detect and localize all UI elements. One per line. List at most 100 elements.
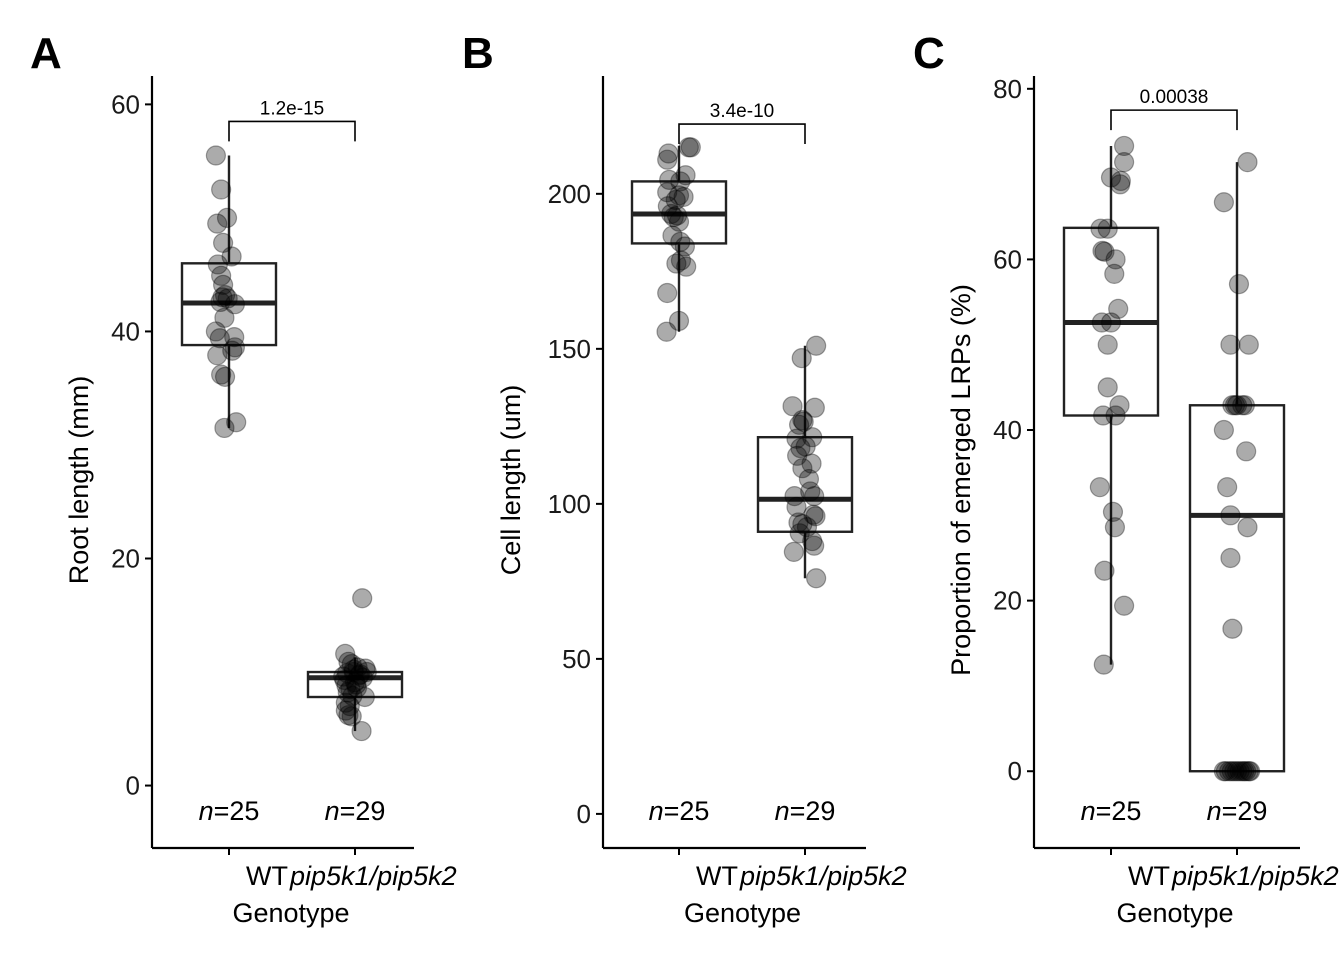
data-point: [207, 213, 228, 234]
data-point: [213, 274, 234, 295]
data-point: [1234, 395, 1255, 416]
data-point: [1092, 240, 1113, 261]
data-point: [1213, 761, 1234, 782]
y-tick-label: 80: [993, 74, 1022, 104]
data-point: [339, 695, 360, 717]
data-point: [805, 506, 826, 527]
data-point: [1221, 761, 1242, 782]
data-point: [666, 205, 688, 226]
data-point: [1219, 761, 1240, 782]
data-point: [1213, 419, 1234, 441]
data-point: [1237, 517, 1258, 538]
data-point: [806, 568, 827, 589]
data-point: [793, 411, 814, 432]
data-point: [659, 169, 680, 190]
data-point: [335, 700, 356, 721]
data-point: [356, 661, 377, 683]
data-point: [668, 211, 690, 232]
data-point: [1215, 761, 1236, 782]
data-point: [224, 327, 245, 348]
data-point: [348, 665, 370, 686]
data-point: [214, 285, 236, 306]
data-point: [1091, 312, 1112, 333]
y-tick-label: 20: [111, 544, 140, 574]
data-point: [1100, 312, 1122, 333]
data-point: [1109, 395, 1130, 416]
y-tick-label: 0: [126, 771, 140, 801]
data-point: [344, 672, 366, 693]
data-point: [1222, 618, 1243, 639]
data-point: [786, 428, 807, 449]
data-point: [795, 436, 816, 457]
p-value-label: 0.00038: [1140, 87, 1209, 108]
x-axis-title: Genotype: [232, 898, 349, 928]
data-point: [1229, 761, 1250, 782]
data-point: [670, 171, 691, 192]
n-label-prefix: n: [199, 796, 214, 826]
data-point: [212, 287, 233, 308]
data-point: [662, 225, 683, 246]
data-point: [1093, 654, 1114, 675]
data-point: [806, 335, 827, 356]
y-tick-label: 0: [1008, 756, 1022, 786]
data-point: [221, 246, 242, 267]
panel-letter: A: [30, 29, 62, 78]
data-point: [226, 412, 247, 433]
n-label-prefix: n: [649, 796, 664, 826]
data-point: [337, 682, 358, 703]
n-label-prefix: n: [1081, 796, 1096, 826]
y-axis-title: Cell length (um): [496, 385, 526, 576]
n-label-value: =25: [1096, 796, 1142, 826]
data-point: [342, 685, 363, 706]
data-point: [343, 659, 364, 680]
data-point: [1240, 761, 1261, 782]
data-point: [676, 256, 697, 277]
data-point: [800, 481, 821, 502]
data-point: [217, 288, 238, 309]
y-tick-label: 20: [993, 586, 1022, 616]
data-point: [1220, 334, 1241, 355]
data-point: [675, 165, 696, 186]
data-point: [798, 468, 820, 490]
box-iqr: [306, 670, 404, 699]
data-point: [1234, 761, 1255, 782]
data-point: [346, 677, 368, 699]
data-point: [1097, 377, 1118, 398]
y-axis-title: Proportion of emerged LRPs (%): [946, 284, 976, 676]
data-point: [1108, 298, 1129, 319]
data-point: [802, 427, 823, 448]
data-point: [214, 366, 236, 387]
n-label-value: =25: [664, 796, 710, 826]
data-point: [334, 669, 355, 691]
box-iqr: [1188, 404, 1286, 773]
data-point: [1217, 477, 1238, 498]
data-point: [661, 203, 682, 225]
box-group-wt: [630, 137, 728, 342]
data-point: [1104, 517, 1126, 538]
data-point: [680, 137, 701, 158]
y-axis-title: Root length (mm): [64, 376, 94, 585]
significance-bracket: [678, 123, 806, 145]
data-point: [1105, 249, 1126, 270]
data-point: [210, 291, 231, 313]
data-point: [787, 445, 808, 466]
box-group-mutant: [1188, 152, 1286, 782]
data-point: [338, 651, 359, 672]
data-point: [1114, 135, 1135, 157]
data-point: [804, 535, 825, 556]
data-point: [663, 206, 684, 228]
data-point: [224, 337, 245, 358]
data-point: [792, 410, 813, 431]
data-point: [216, 207, 238, 229]
data-point: [1224, 395, 1246, 416]
data-point: [1102, 501, 1124, 523]
data-point: [211, 179, 232, 200]
data-point: [355, 658, 376, 679]
data-point: [209, 328, 230, 349]
data-point: [790, 437, 811, 459]
n-label: n=29: [775, 796, 836, 826]
n-label-prefix: n: [325, 796, 340, 826]
data-point: [205, 321, 226, 342]
data-point: [346, 674, 367, 695]
